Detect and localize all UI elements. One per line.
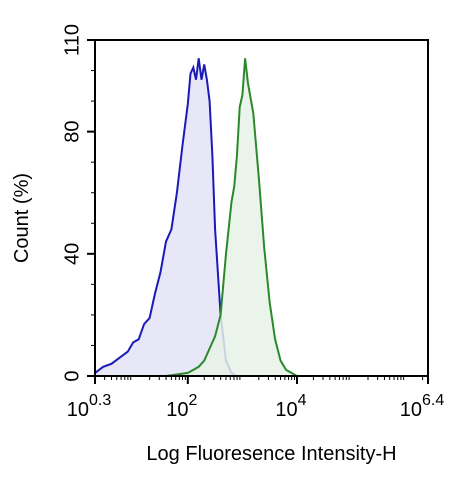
y-tick-label: 110 <box>61 24 83 56</box>
y-axis-label: Count (%) <box>11 173 33 263</box>
x-tick-label: 106.4 <box>400 392 445 421</box>
y-tick-label: 0 <box>61 370 83 381</box>
x-tick-label: 104 <box>275 392 306 421</box>
series-2-line <box>165 58 298 377</box>
series-1-line <box>94 58 238 377</box>
y-axis: 0 40 80 110 <box>61 24 95 382</box>
y-tick-label: 80 <box>61 121 83 143</box>
series-1-area <box>95 58 237 377</box>
series-2-area <box>166 58 297 377</box>
x-minor-ticks <box>94 376 424 380</box>
x-tick-label: 102 <box>166 392 197 421</box>
plot-frame <box>94 39 429 377</box>
x-axis: 100.3 102 104 106.4 <box>67 376 445 421</box>
y-tick-label: 40 <box>61 243 83 265</box>
x-tick-label: 100.3 <box>67 392 112 421</box>
x-axis-label: Log Fluoresence Intensity-H <box>146 443 396 465</box>
series-layer <box>94 58 298 377</box>
